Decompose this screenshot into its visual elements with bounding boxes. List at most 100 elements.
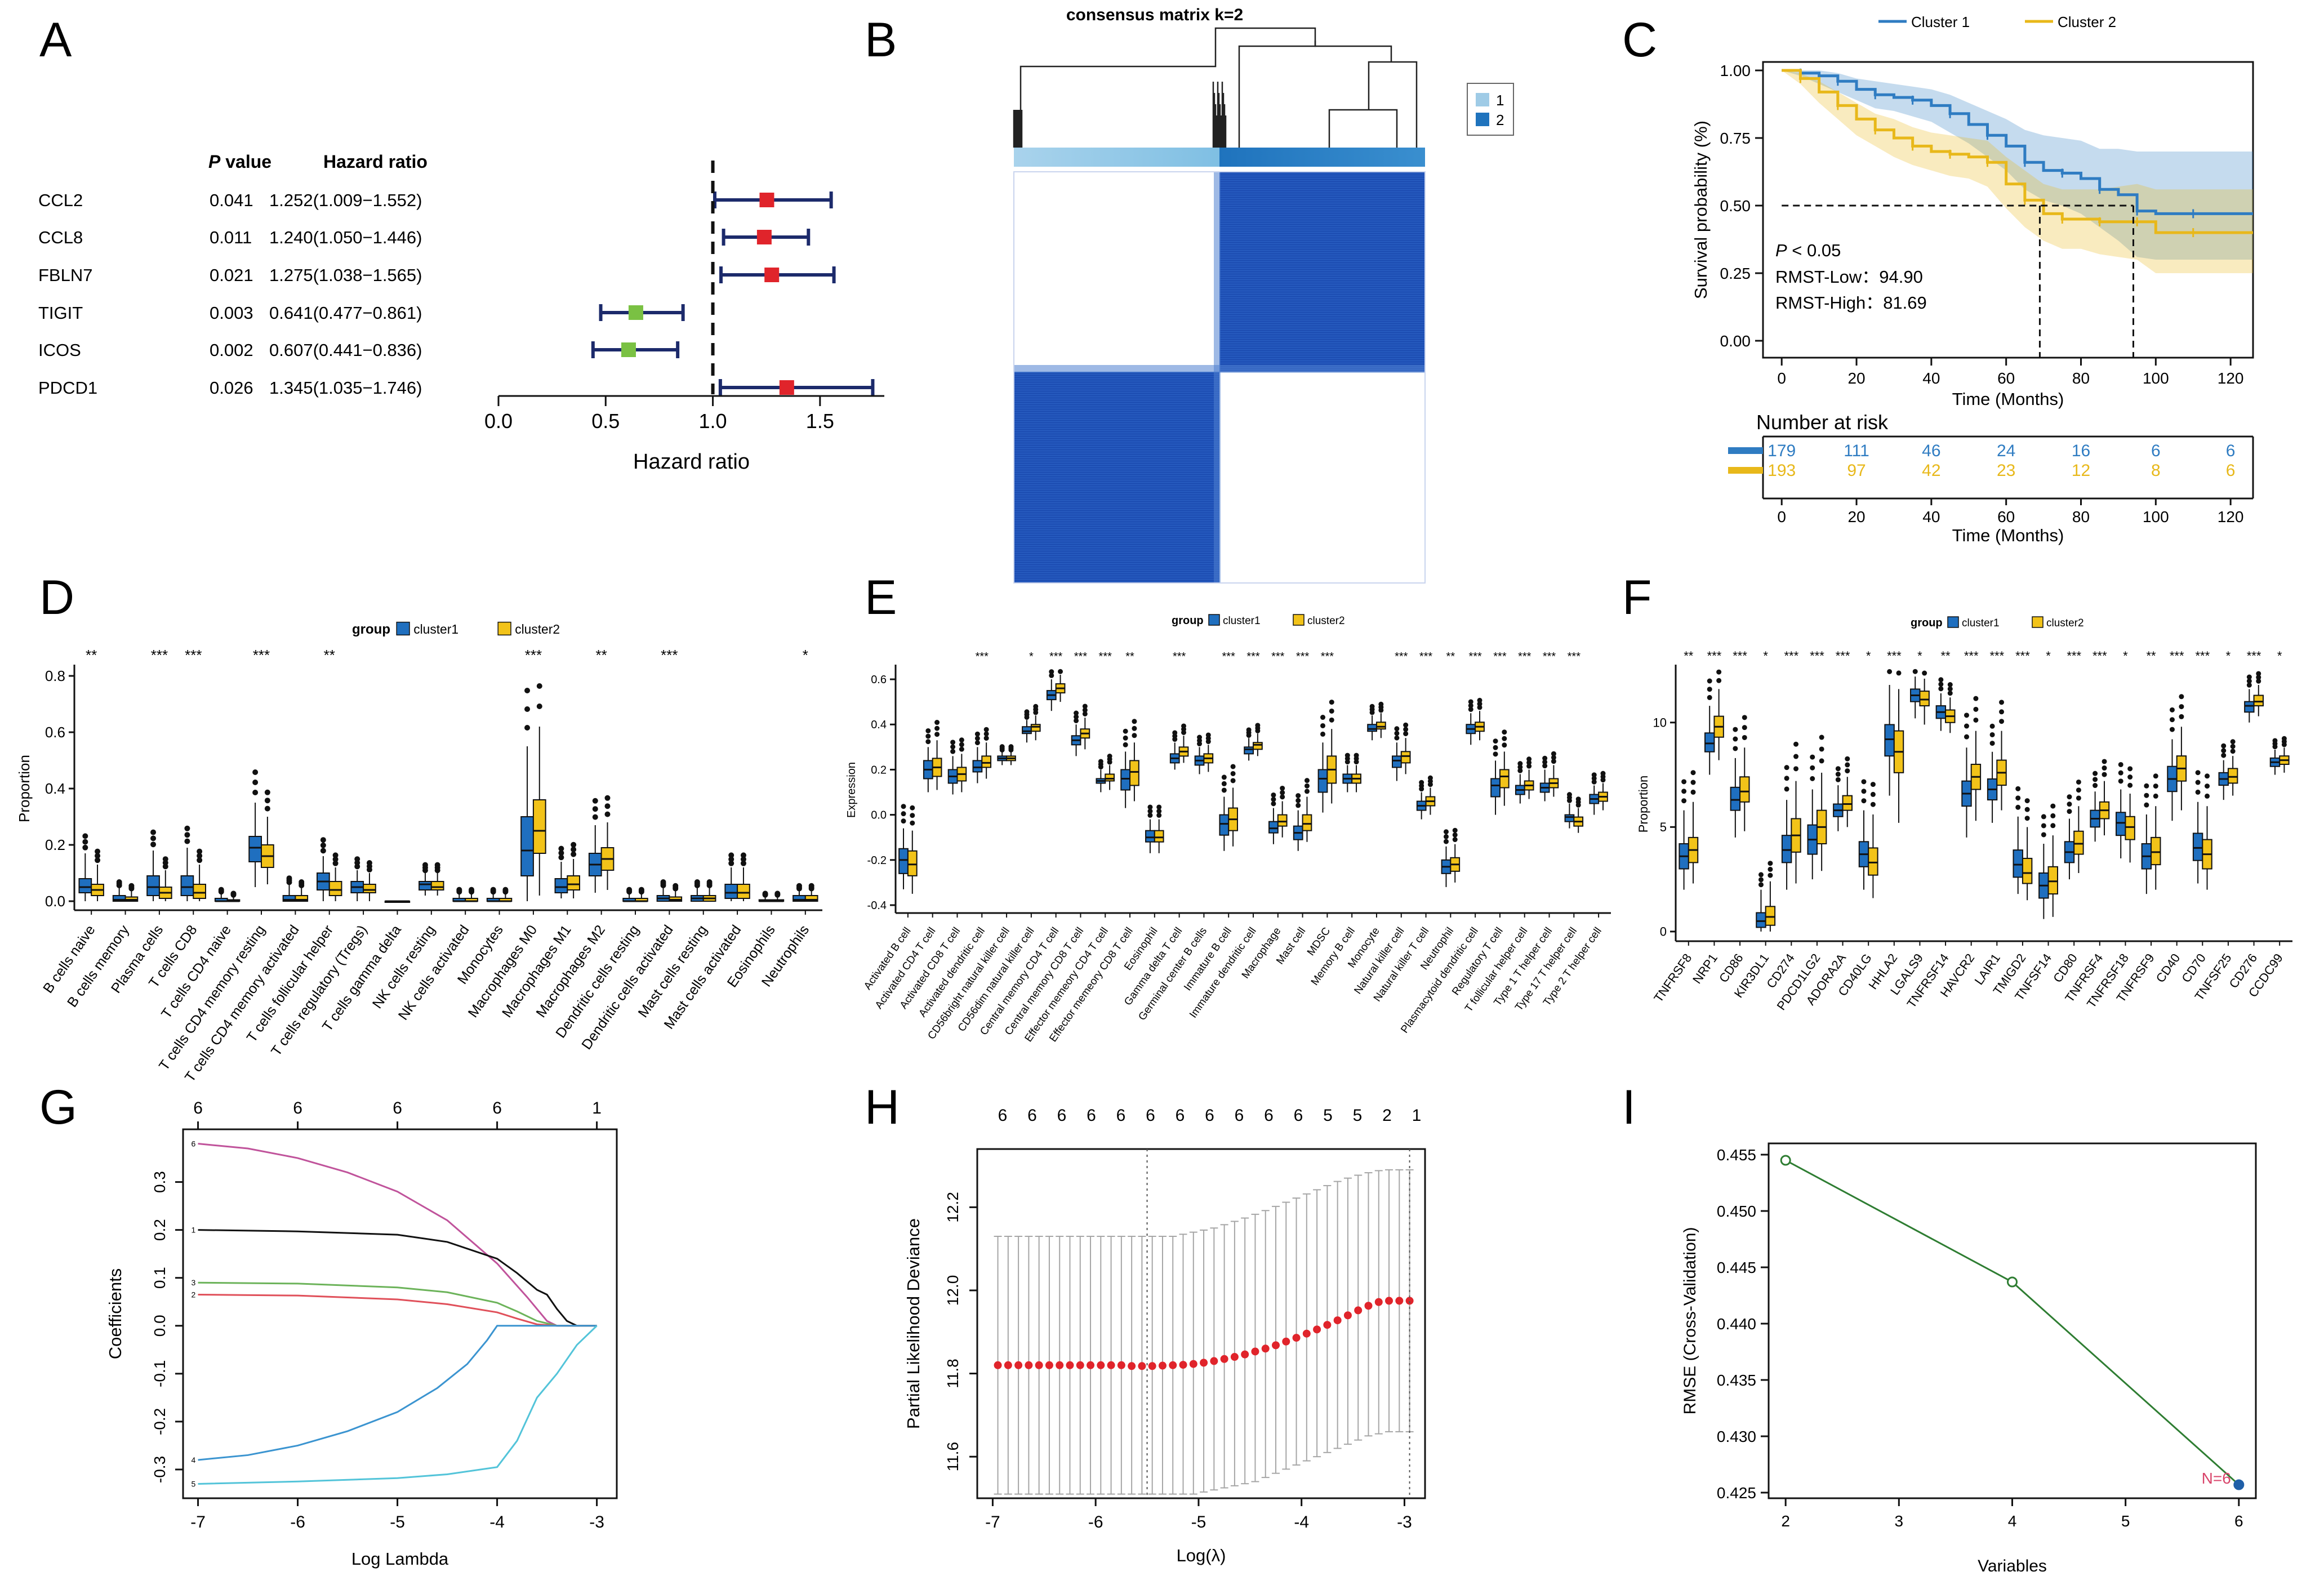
outlier	[116, 879, 122, 885]
outlier	[1591, 779, 1597, 785]
outlier	[1542, 755, 1548, 761]
deviance-point	[1189, 1360, 1197, 1368]
outlier	[740, 852, 746, 858]
outlier	[1354, 753, 1359, 758]
outlier	[1502, 729, 1507, 735]
outlier	[264, 798, 270, 804]
y-tick-label: 12.0	[944, 1275, 961, 1306]
significance-label: **	[324, 647, 335, 664]
outlier	[536, 683, 542, 689]
confidence-ribbon	[1782, 70, 2253, 260]
outlier	[1058, 669, 1063, 674]
deviance-point	[1087, 1361, 1095, 1369]
outlier	[706, 879, 713, 885]
outlier	[82, 844, 88, 851]
top-tick-label: 6	[293, 1099, 302, 1117]
y-tick-label: 0.430	[1717, 1428, 1756, 1445]
outlier	[774, 890, 781, 897]
y-tick-label: 0.450	[1717, 1203, 1756, 1220]
risk-count: 24	[1997, 442, 2015, 460]
outlier	[1690, 770, 1696, 776]
y-tick-label: -0.4	[867, 900, 887, 912]
box	[972, 760, 983, 773]
panel-f: F group cluster1 cluster20510Proportion**T…	[1622, 571, 2292, 1013]
outlier	[2205, 783, 2210, 789]
outlier	[1246, 727, 1252, 733]
outlier	[1074, 718, 1079, 723]
top-tick-label: 1	[1412, 1106, 1422, 1125]
p-value: 0.003	[210, 303, 253, 323]
box	[1145, 830, 1155, 843]
outlier	[1197, 734, 1203, 740]
outlier	[1835, 766, 1841, 772]
outlier	[571, 841, 577, 848]
outlier	[2024, 798, 2030, 804]
outlier	[2076, 795, 2081, 801]
outlier	[1526, 756, 1532, 762]
box	[1030, 724, 1041, 732]
x-tick-label: 0	[1777, 508, 1786, 526]
risk-count: 179	[1768, 442, 1796, 460]
significance-label: ***	[1810, 649, 1824, 663]
box	[907, 850, 918, 876]
legend-swatch	[497, 621, 511, 636]
outlier	[286, 875, 292, 881]
best-n-annotation: N=6	[2202, 1470, 2231, 1487]
p-value-rest: < 0.05	[1787, 241, 1841, 260]
legend-swatch	[2032, 616, 2043, 628]
pvalue-header-p: P	[208, 152, 221, 172]
significance-label: ***	[661, 647, 678, 664]
outlier	[320, 842, 326, 848]
x-tick-label: 60	[1997, 508, 2015, 526]
deviance-point	[1230, 1353, 1239, 1361]
deviance-point	[1097, 1361, 1105, 1369]
significance-label: ***	[1887, 649, 1902, 663]
outlier	[2281, 736, 2287, 741]
outlier	[1394, 731, 1400, 736]
outlier	[1964, 713, 1969, 718]
x-axis-label: Hazard ratio	[633, 450, 750, 474]
outlier	[2144, 802, 2149, 808]
box	[1268, 821, 1279, 834]
dendrogram-branch	[1019, 41, 1217, 110]
outlier	[524, 725, 531, 731]
pvalue-header: P value	[208, 152, 271, 172]
significance-label: ***	[1296, 651, 1310, 663]
top-tick-label: 6	[1116, 1106, 1126, 1125]
outlier	[2169, 717, 2175, 723]
outlier	[1493, 745, 1498, 750]
outlier	[2256, 678, 2261, 684]
outlier	[2272, 738, 2278, 743]
outlier	[2067, 794, 2072, 800]
outlier	[740, 860, 746, 866]
outlier	[1861, 779, 1867, 785]
box	[2125, 816, 2135, 840]
y-tick-label: 0.435	[1717, 1372, 1756, 1389]
deviance-point	[1138, 1362, 1146, 1370]
outlier	[1255, 723, 1261, 728]
outlier	[1999, 709, 2005, 715]
outlier	[2144, 792, 2149, 798]
outlier	[604, 811, 611, 817]
outlier	[2246, 682, 2252, 688]
outlier	[983, 727, 989, 732]
outlier	[1403, 727, 1409, 732]
x-tick-label: 0	[1777, 369, 1786, 387]
box	[419, 881, 432, 890]
x-tick-label: -3	[589, 1513, 604, 1531]
x-tick-label: -7	[190, 1513, 206, 1531]
deviance-point	[1148, 1362, 1156, 1370]
gene-label: TIGIT	[38, 303, 83, 323]
outlier	[502, 887, 509, 893]
outlier	[1733, 736, 1738, 742]
outlier	[1819, 758, 1824, 764]
outlier	[1230, 771, 1236, 776]
significance-label: ***	[2170, 649, 2184, 663]
outlier	[1542, 759, 1548, 765]
outlier	[1870, 802, 1876, 807]
hazard-ratio-point	[764, 268, 780, 282]
risk-count: 42	[1922, 461, 1940, 480]
outlier	[230, 890, 237, 897]
survival-curve	[1782, 69, 2253, 234]
y-axis-label: Partial Likelihood Deviance	[903, 1218, 923, 1429]
